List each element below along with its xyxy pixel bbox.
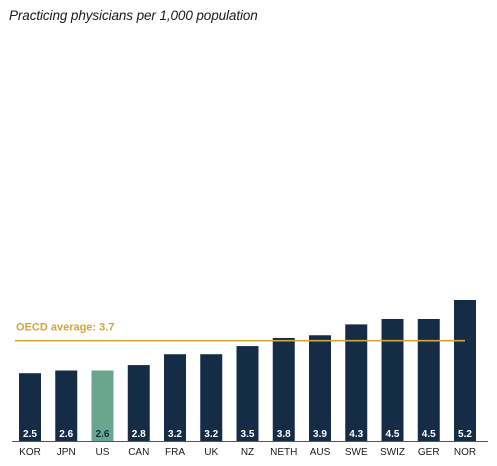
chart-title: Practicing physicians per 1,000 populati… (9, 8, 258, 23)
x-tick-label: SWIZ (380, 447, 405, 458)
x-tick-label: KOR (19, 447, 41, 458)
bar-value-label: 4.5 (386, 429, 400, 440)
bar-uk (200, 354, 223, 441)
bar-nz (236, 346, 259, 441)
x-tick-label: AUS (310, 447, 331, 458)
bar-neth (272, 337, 295, 441)
bar-kor (19, 373, 41, 441)
x-tick-label: CAN (128, 447, 149, 458)
bar-value-label: 3.2 (168, 429, 182, 440)
bar-value-label: 4.3 (349, 429, 363, 440)
bar-value-label: 3.9 (313, 429, 327, 440)
reference-line-label: OECD average: 3.7 (16, 322, 114, 334)
bar-nor (454, 300, 476, 441)
x-tick-label: UK (204, 447, 218, 458)
bar-value-label: 3.5 (241, 429, 255, 440)
bar-value-label: 3.2 (204, 429, 218, 440)
x-tick-label: US (96, 447, 110, 458)
x-tick-label: FRA (165, 447, 185, 458)
bar-jpn (55, 370, 78, 441)
bar-us (91, 370, 114, 441)
bar-value-label: 4.5 (422, 429, 436, 440)
bar-value-label: 2.5 (23, 429, 37, 440)
bar-can (127, 365, 150, 441)
bar-value-label: 3.8 (277, 429, 291, 440)
x-tick-label: NOR (454, 447, 476, 458)
bar-value-label: 2.8 (132, 429, 146, 440)
bar-value-label: 2.6 (96, 429, 110, 440)
bar-ger (417, 318, 440, 441)
bar-fra (164, 354, 186, 441)
x-tick-label: GER (418, 447, 440, 458)
bar-swe (345, 324, 368, 441)
bar-value-label: 5.2 (458, 429, 472, 440)
x-tick-label: NETH (270, 447, 297, 458)
x-tick-label: JPN (57, 447, 76, 458)
bar-swiz (381, 318, 404, 441)
x-tick-label: SWE (345, 447, 368, 458)
x-tick-label: NZ (241, 447, 254, 458)
bar-value-label: 2.6 (59, 429, 73, 440)
bar-aus (309, 335, 331, 441)
